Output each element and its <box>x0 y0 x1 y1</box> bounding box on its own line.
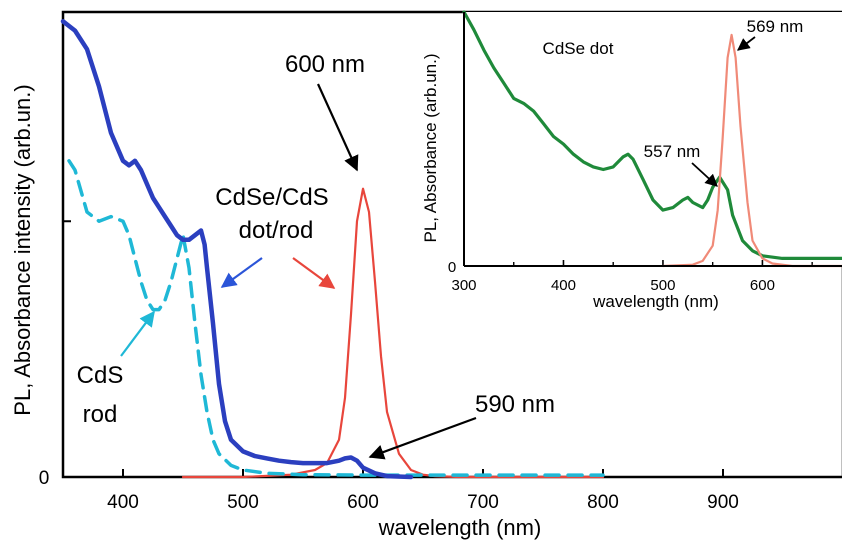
arrow-600nm <box>316 83 359 172</box>
main-axis-ticks: 400 500 600 700 800 900 <box>63 220 739 513</box>
main-x-axis-title: wavelength (nm) <box>378 515 542 540</box>
series-cdse-cds-dot-rod-absorbance <box>60 19 414 480</box>
inset-x-axis-title: wavelength (nm) <box>592 292 719 311</box>
arrow-dot-rod-blue <box>220 257 263 288</box>
main-x-tick-label-900: 900 <box>707 492 739 513</box>
main-x-tick-label-800: 800 <box>587 492 619 513</box>
main-x-tick-label-500: 500 <box>227 492 259 513</box>
main-y-tick-label-0: 0 <box>39 468 50 489</box>
inset-title: CdSe dot <box>543 39 614 58</box>
arrow-590nm <box>368 416 477 460</box>
series-pl-emission <box>181 187 605 479</box>
series-cds-rod-absorbance <box>67 159 605 477</box>
inset-series-absorbance <box>462 10 842 260</box>
annotation-dot-rod-line2: dot/rod <box>239 217 314 244</box>
annotation-dot-rod-line1: CdSe/CdS <box>215 184 328 211</box>
arrow-dot-rod-red <box>292 257 336 289</box>
annotation-cds-rod-line2: rod <box>83 401 118 428</box>
annotation-600nm: 600 nm <box>285 51 365 78</box>
inset-series-group <box>462 10 842 268</box>
annotation-590nm: 590 nm <box>475 391 555 418</box>
inset-y-tick-label-0: 0 <box>448 259 456 276</box>
inset-series-pl <box>661 33 842 268</box>
main-x-tick-label-600: 600 <box>347 492 379 513</box>
inset-x-tick-label-500: 500 <box>650 277 675 294</box>
inset-x-tick-label-600: 600 <box>750 277 775 294</box>
inset-arrow-557nm <box>691 162 718 187</box>
inset-x-tick-label-300: 300 <box>451 277 476 294</box>
annotation-cds-rod-line1: CdS <box>77 362 124 389</box>
main-y-axis-title: PL, Absorbance intensity (arb.un.) <box>10 84 35 415</box>
inset-annotation-557nm: 557 nm <box>644 142 701 161</box>
inset-x-tick-label-400: 400 <box>551 277 576 294</box>
main-x-tick-label-400: 400 <box>107 492 139 513</box>
inset-annotation-569nm: 569 nm <box>747 17 804 36</box>
main-series-group <box>60 19 605 480</box>
inset-arrow-569nm <box>736 36 756 51</box>
main-x-tick-label-700: 700 <box>467 492 499 513</box>
inset-axis-ticks: 300 400 500 600 <box>451 260 813 294</box>
inset-y-axis-title: PL, Absorbance (arb.un.) <box>421 53 440 242</box>
inset-background <box>464 12 842 266</box>
arrow-cds-rod <box>120 310 155 357</box>
